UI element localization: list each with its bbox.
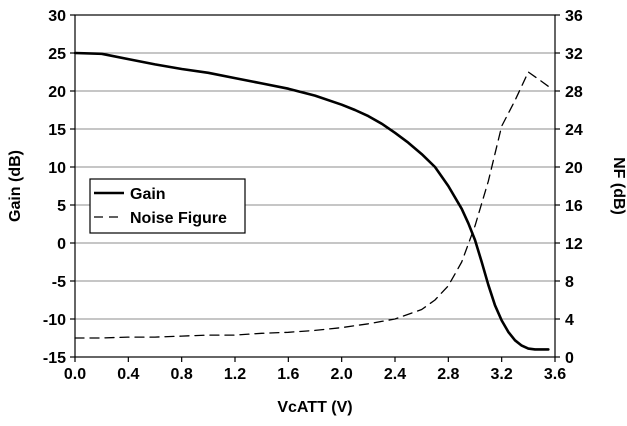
x-tick-label: 3.2: [491, 366, 513, 383]
right-y-tick-label: 32: [565, 46, 583, 63]
right-y-tick-label: 20: [565, 160, 583, 177]
legend-label-gain: Gain: [130, 186, 166, 203]
x-tick-label: 2.8: [437, 366, 459, 383]
right-y-axis-title: NF (dB): [610, 157, 627, 215]
left-y-tick-label: 30: [48, 8, 66, 25]
x-tick-label: 3.6: [544, 366, 566, 383]
right-y-tick-label: 0: [565, 350, 574, 367]
left-y-tick-label: 0: [57, 236, 66, 253]
legend-label-noise-figure: Noise Figure: [130, 210, 227, 227]
x-tick-label: 2.4: [384, 366, 406, 383]
right-y-tick-label: 16: [565, 198, 583, 215]
left-y-tick-label: -5: [52, 274, 66, 291]
x-tick-label: 1.2: [224, 366, 246, 383]
x-axis-title: VcATT (V): [277, 399, 352, 416]
left-y-axis-title: Gain (dB): [7, 150, 24, 222]
series-line-noise-figure: [74, 71, 549, 339]
left-y-tick-label: 15: [48, 122, 66, 139]
plot-area-frame: [74, 14, 556, 358]
right-y-tick-label: 36: [565, 8, 583, 25]
left-y-axis-ticks: 30 25 20 15 10 5 0 -5 -10 -15: [43, 8, 75, 367]
right-y-tick-label: 8: [565, 274, 574, 291]
x-axis-ticks: 0.0 0.4 0.8 1.2 1.6 2.0 2.4 2.8 3.2 3.6: [64, 357, 566, 383]
left-y-tick-label: -15: [43, 350, 66, 367]
series-layer: [73, 51, 550, 351]
x-tick-label: 2.0: [331, 366, 353, 383]
left-y-tick-label: 20: [48, 84, 66, 101]
x-tick-label: 1.6: [277, 366, 299, 383]
left-y-tick-label: -10: [43, 312, 66, 329]
right-y-axis-ticks: 36 32 28 24 20 16 12 8 4 0: [555, 8, 583, 367]
series-line-gain: [73, 51, 550, 351]
legend-box: [89, 178, 246, 234]
x-tick-label: 0.8: [171, 366, 193, 383]
right-y-tick-label: 12: [565, 236, 583, 253]
right-y-tick-label: 28: [565, 84, 583, 101]
x-tick-label: 0.0: [64, 366, 86, 383]
right-y-tick-label: 4: [565, 312, 574, 329]
left-y-tick-label: 10: [48, 160, 66, 177]
left-y-tick-label: 5: [57, 198, 66, 215]
right-y-tick-label: 24: [565, 122, 583, 139]
legend: Gain Noise Figure: [89, 178, 246, 234]
left-y-tick-label: 25: [48, 46, 66, 63]
x-tick-label: 0.4: [117, 366, 139, 383]
